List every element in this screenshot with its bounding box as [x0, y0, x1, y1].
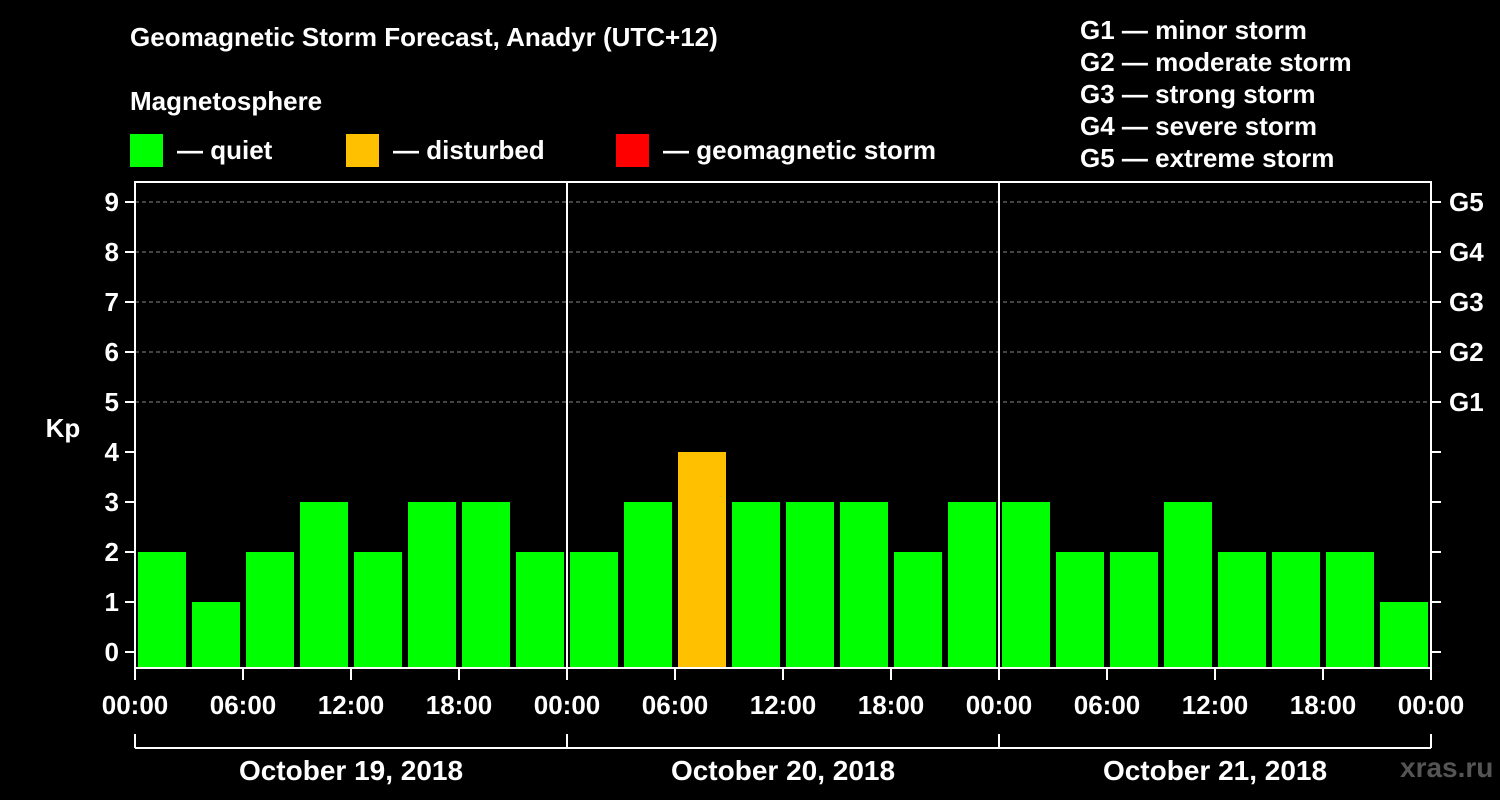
g1-description: G1 — minor storm	[1080, 15, 1307, 45]
g-scale-label: G2	[1449, 337, 1484, 367]
kp-bar	[1218, 552, 1266, 668]
quiet-swatch	[130, 133, 163, 167]
g-scale-label: G4	[1449, 237, 1484, 267]
kp-bar	[1164, 502, 1212, 668]
kp-bar	[840, 502, 888, 668]
kp-bar	[570, 552, 618, 668]
watermark: xras.ru	[1400, 752, 1494, 783]
legend-storm: — geomagnetic storm	[616, 133, 936, 167]
g5-description: G5 — extreme storm	[1080, 143, 1335, 173]
kp-bar	[624, 502, 672, 668]
y-tick-label: 4	[105, 437, 120, 467]
legend-disturbed: — disturbed	[346, 133, 545, 167]
kp-bar	[246, 552, 294, 668]
g4-description: G4 — severe storm	[1080, 111, 1318, 141]
storm-label: — geomagnetic storm	[663, 134, 937, 165]
kp-bar	[894, 552, 942, 668]
y-tick-label: 3	[105, 487, 119, 517]
g-scale-label: G5	[1449, 187, 1484, 217]
kp-bar	[354, 552, 402, 668]
y-tick-label: 8	[105, 237, 119, 267]
legend-quiet: — quiet	[130, 133, 272, 167]
x-tick-label: 00:00	[1398, 690, 1465, 720]
kp-bar	[516, 552, 564, 668]
kp-bar	[408, 502, 456, 668]
y-tick-label: 5	[105, 387, 119, 417]
x-tick-label: 06:00	[1074, 690, 1141, 720]
x-tick-label: 00:00	[534, 690, 601, 720]
kp-bar	[732, 502, 780, 668]
y-tick-label: 7	[105, 287, 119, 317]
kp-bar	[786, 502, 834, 668]
kp-bar	[1326, 552, 1374, 668]
g2-description: G2 — moderate storm	[1080, 47, 1352, 77]
day-label: October 21, 2018	[1103, 755, 1327, 786]
g-scale-label: G1	[1449, 387, 1484, 417]
disturbed-label: — disturbed	[393, 134, 545, 165]
y-tick-label: 0	[105, 637, 119, 667]
y-axis-label: Kp	[46, 413, 81, 443]
kp-bar	[462, 502, 510, 668]
y-tick-label: 1	[105, 587, 119, 617]
kp-bar	[1002, 502, 1050, 668]
x-tick-label: 12:00	[1182, 690, 1249, 720]
y-tick-label: 6	[105, 337, 119, 367]
day-label: October 20, 2018	[671, 755, 895, 786]
kp-bar	[300, 502, 348, 668]
day-label: October 19, 2018	[239, 755, 463, 786]
storm-swatch	[616, 133, 649, 167]
legend-subtitle: Magnetosphere	[130, 86, 323, 116]
x-tick-label: 18:00	[1290, 690, 1357, 720]
x-tick-label: 12:00	[750, 690, 817, 720]
chart-title: Geomagnetic Storm Forecast, Anadyr (UTC+…	[130, 22, 718, 52]
kp-bar	[1056, 552, 1104, 668]
kp-bar	[138, 552, 186, 668]
quiet-label: — quiet	[177, 134, 273, 165]
y-tick-label: 9	[105, 187, 119, 217]
kp-bar	[1380, 602, 1428, 668]
x-tick-label: 00:00	[966, 690, 1033, 720]
storm-scale-list: G1 — minor storm G2 — moderate storm G3 …	[1080, 14, 1352, 174]
kp-bar	[1110, 552, 1158, 668]
x-tick-label: 18:00	[426, 690, 493, 720]
disturbed-swatch	[346, 133, 379, 167]
g3-description: G3 — strong storm	[1080, 79, 1316, 109]
x-tick-label: 06:00	[642, 690, 709, 720]
kp-bar	[192, 602, 240, 668]
x-tick-label: 00:00	[102, 690, 169, 720]
x-tick-label: 06:00	[210, 690, 277, 720]
y-tick-label: 2	[105, 537, 119, 567]
kp-bar	[678, 452, 726, 668]
x-tick-label: 18:00	[858, 690, 925, 720]
kp-bar	[1272, 552, 1320, 668]
x-tick-label: 12:00	[318, 690, 385, 720]
kp-bar	[948, 502, 996, 668]
g-scale-label: G3	[1449, 287, 1484, 317]
